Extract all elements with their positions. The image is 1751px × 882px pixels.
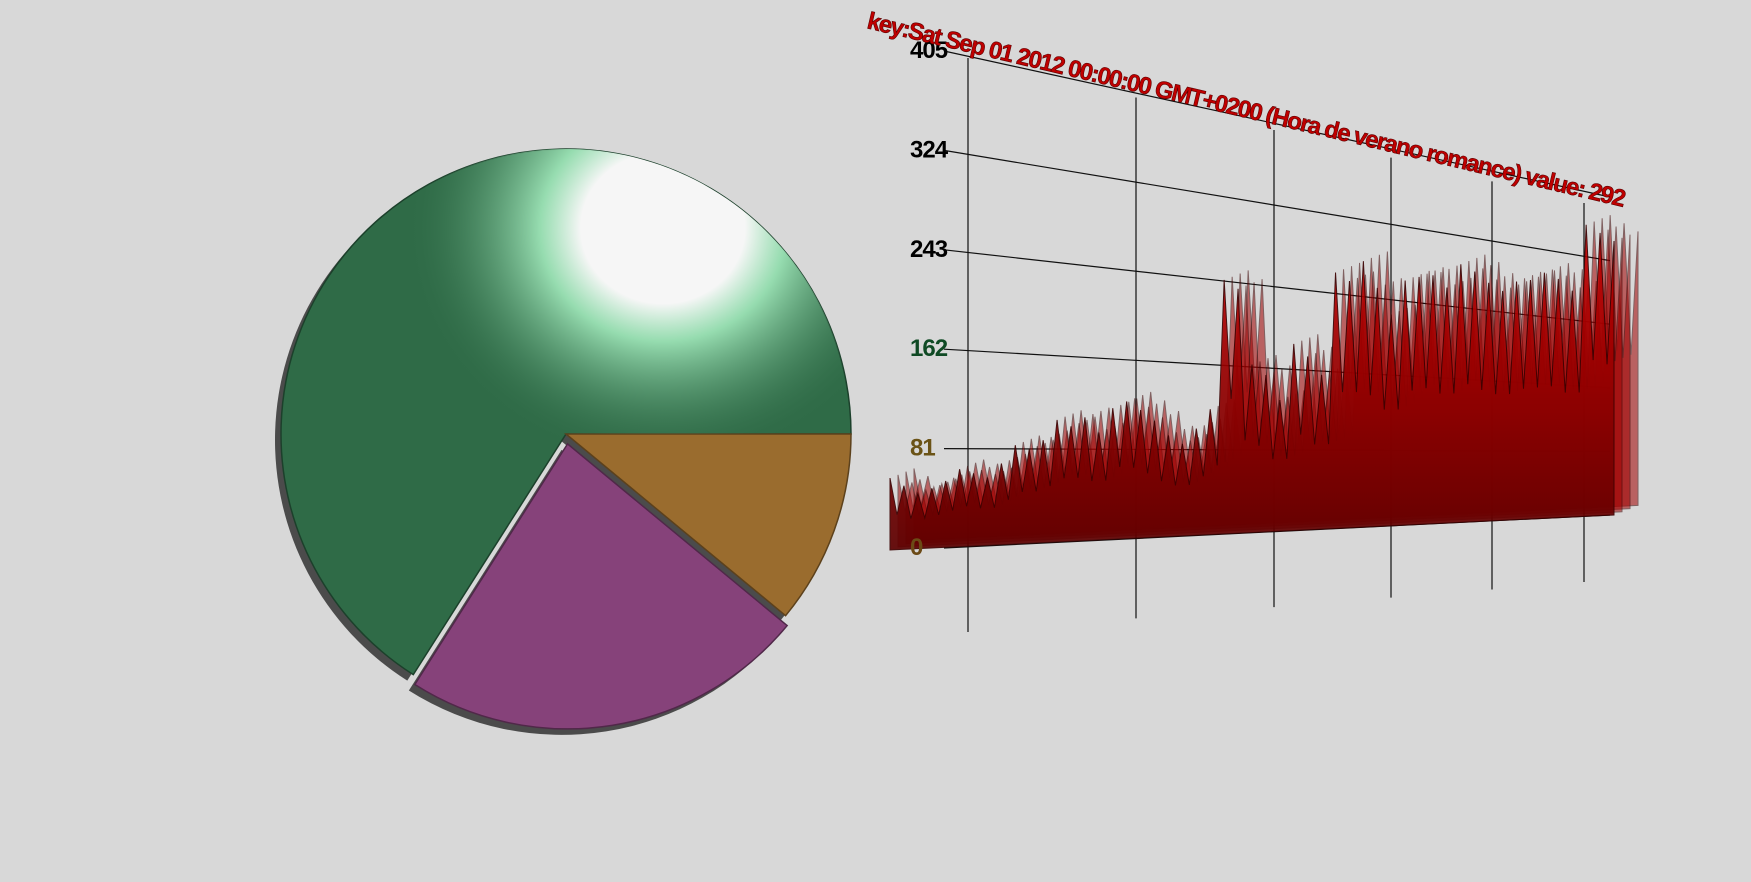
pie-gloss bbox=[280, 149, 851, 675]
pie-chart bbox=[275, 148, 852, 735]
y-tick-label: 405 bbox=[910, 37, 948, 64]
area-chart: 0 81 162 243 324 405 key:Sat Sep 01 2012 00:0… bbox=[864, 7, 1639, 632]
area-series bbox=[889, 215, 1639, 551]
key-value-annotation: key:Sat Sep 01 2012 00:00:00 GMT+0200 (H… bbox=[865, 8, 1628, 213]
pie-slice-1 bbox=[413, 442, 789, 730]
grid-line-horizontal bbox=[943, 50, 1611, 198]
y-axis-ticks: 0 81 162 243 324 405 bbox=[910, 37, 950, 561]
pie-slice-2 bbox=[563, 433, 852, 617]
y-tick-label: 243 bbox=[910, 236, 948, 263]
y-tick-label: 0 bbox=[910, 534, 923, 561]
pie-gloss-highlight bbox=[280, 149, 851, 675]
y-tick-label: 324 bbox=[910, 136, 949, 163]
area-series-layer bbox=[889, 224, 1615, 551]
y-tick-label: 162 bbox=[910, 335, 948, 362]
grid-line-horizontal bbox=[943, 149, 1611, 262]
y-tick-label: 81 bbox=[910, 435, 935, 462]
